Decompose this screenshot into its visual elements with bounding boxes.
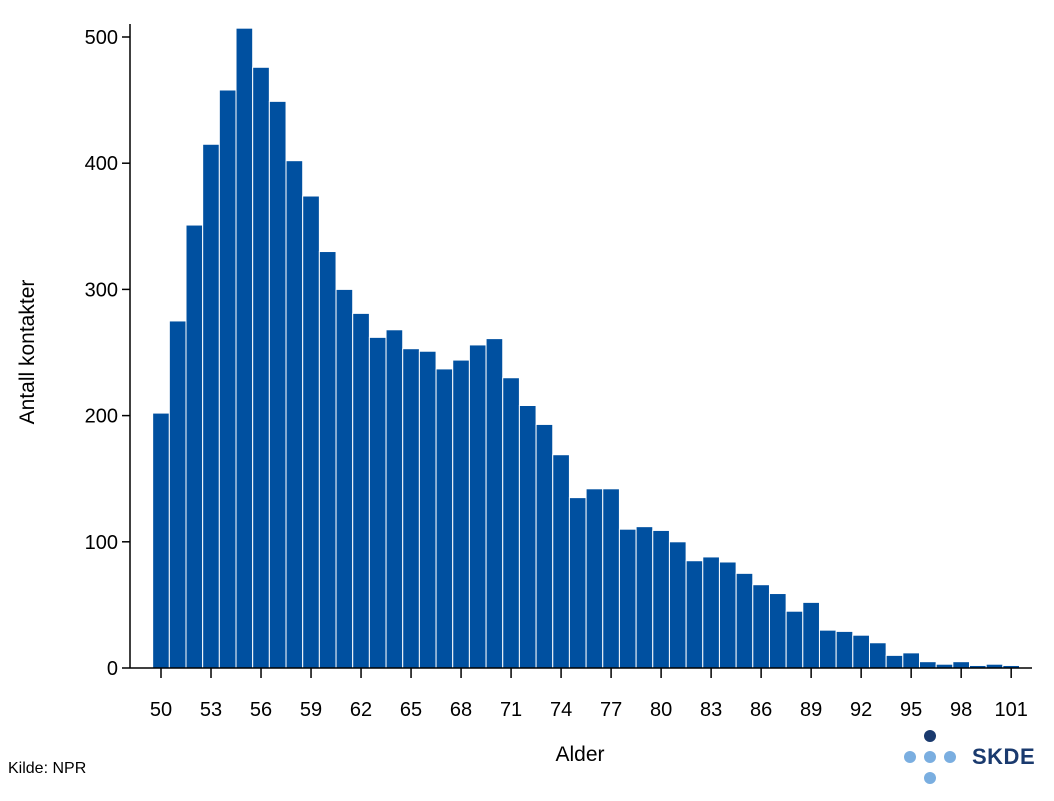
bar-age-56 bbox=[252, 66, 270, 669]
bar-age-66 bbox=[418, 350, 437, 669]
bar-age-91 bbox=[835, 630, 854, 669]
x-tick-label-62: 62 bbox=[350, 699, 372, 721]
y-tick-label-200: 200 bbox=[85, 406, 118, 428]
bar-age-57 bbox=[268, 100, 287, 669]
bar-age-59 bbox=[302, 195, 320, 669]
bar-age-65 bbox=[402, 348, 420, 669]
x-tick-label-95: 95 bbox=[900, 699, 922, 721]
x-tick-label-59: 59 bbox=[300, 699, 322, 721]
bar-age-95 bbox=[902, 652, 920, 669]
bar-age-88 bbox=[785, 610, 804, 669]
logo-dot-left bbox=[904, 751, 916, 763]
y-tick-label-500: 500 bbox=[85, 27, 118, 49]
bar-age-74 bbox=[552, 454, 570, 669]
bar-age-58 bbox=[285, 160, 304, 669]
bar-age-96 bbox=[918, 661, 937, 669]
bar-age-60 bbox=[318, 251, 337, 669]
x-tick-label-71: 71 bbox=[500, 699, 522, 721]
x-tick-label-77: 77 bbox=[600, 699, 622, 721]
bar-age-64 bbox=[385, 329, 404, 669]
bar-age-70 bbox=[485, 338, 504, 669]
source-note: Kilde: NPR bbox=[8, 760, 87, 777]
x-tick-label-74: 74 bbox=[550, 699, 572, 721]
bar-age-90 bbox=[818, 629, 837, 669]
x-tick-label-86: 86 bbox=[750, 699, 772, 721]
bar-age-92 bbox=[852, 634, 870, 669]
axes-group: 0 100 200 300 400 500 50 53 56 59 62 65 68 71 74 77 80 83… bbox=[85, 24, 1032, 721]
bar-age-55 bbox=[235, 27, 254, 669]
bar-age-87 bbox=[768, 593, 787, 669]
bar-age-93 bbox=[868, 642, 887, 669]
x-tick-label-68: 68 bbox=[450, 699, 472, 721]
bar-age-72 bbox=[518, 405, 537, 669]
x-tick-label-98: 98 bbox=[950, 699, 972, 721]
x-tick-label-65: 65 bbox=[400, 699, 422, 721]
x-tick-label-92: 92 bbox=[850, 699, 872, 721]
x-axis-title: Alder bbox=[555, 743, 604, 766]
bar-age-81 bbox=[668, 541, 687, 669]
bar-age-67 bbox=[435, 368, 454, 669]
logo-dot-center bbox=[924, 751, 936, 763]
x-tick-label-80: 80 bbox=[650, 699, 672, 721]
bar-age-53 bbox=[202, 143, 220, 669]
x-tick-label-50: 50 bbox=[150, 699, 172, 721]
x-tick-label-101: 101 bbox=[994, 699, 1027, 721]
bar-age-76 bbox=[585, 488, 604, 669]
bar-age-51 bbox=[168, 320, 187, 669]
logo-dot-bottom bbox=[924, 772, 936, 784]
bar-age-84 bbox=[718, 561, 737, 669]
x-tick-label-83: 83 bbox=[700, 699, 722, 721]
x-tick-label-89: 89 bbox=[800, 699, 822, 721]
bar-age-79 bbox=[635, 526, 654, 669]
bar-age-54 bbox=[218, 89, 237, 669]
y-tick-label-400: 400 bbox=[85, 153, 118, 175]
bar-age-98 bbox=[952, 661, 971, 669]
x-tick-label-56: 56 bbox=[250, 699, 272, 721]
bar-age-69 bbox=[468, 344, 487, 669]
bar-age-94 bbox=[885, 654, 904, 669]
logo-dot-top bbox=[924, 730, 936, 742]
bar-age-85 bbox=[735, 572, 754, 669]
bar-age-63 bbox=[368, 336, 387, 669]
bar-age-50 bbox=[152, 412, 170, 669]
bar-age-80 bbox=[652, 529, 670, 669]
skde-logo: SKDE bbox=[896, 724, 1036, 786]
bar-age-86 bbox=[752, 584, 770, 669]
logo-text: SKDE bbox=[972, 744, 1036, 769]
bar-age-78 bbox=[618, 528, 637, 669]
logo-dot-right bbox=[944, 751, 956, 763]
bar-age-52 bbox=[185, 224, 204, 669]
bar-age-73 bbox=[535, 423, 554, 669]
y-tick-label-100: 100 bbox=[85, 532, 118, 554]
bar-age-75 bbox=[568, 497, 587, 669]
bar-age-83 bbox=[702, 556, 720, 669]
bar-age-82 bbox=[685, 560, 704, 669]
bars-group bbox=[152, 27, 1021, 669]
bar-age-62 bbox=[352, 312, 370, 669]
bar-age-77 bbox=[602, 488, 620, 669]
y-tick-label-0: 0 bbox=[107, 658, 118, 680]
bar-age-61 bbox=[335, 288, 354, 669]
x-tick-label-53: 53 bbox=[200, 699, 222, 721]
bar-age-89 bbox=[802, 601, 820, 669]
bar-age-71 bbox=[502, 377, 520, 669]
bar-age-68 bbox=[452, 359, 470, 669]
y-tick-label-300: 300 bbox=[85, 279, 118, 301]
y-axis-title: Antall kontakter bbox=[16, 280, 39, 425]
